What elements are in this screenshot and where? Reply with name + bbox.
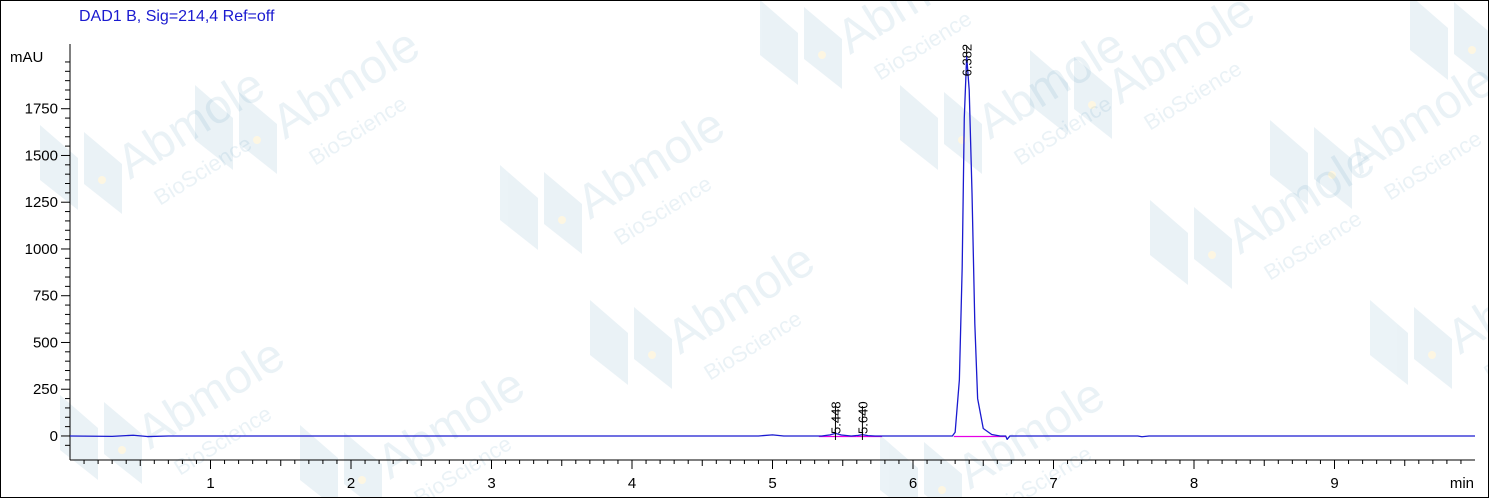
watermark-logo-shape (1074, 57, 1112, 139)
watermark-logo-shape (900, 85, 938, 170)
peak-rt-label: 5.640 (855, 401, 870, 434)
peak-labels: 5.448 5.640 6.382 (828, 44, 975, 440)
watermark-dot (98, 176, 106, 184)
watermark-logo-shape (84, 132, 122, 214)
watermark-dot (1328, 171, 1336, 179)
peak-rt-label: 6.382 (960, 44, 975, 77)
watermark-logo-shape (1194, 207, 1232, 289)
watermark-dot (648, 351, 656, 359)
x-tick-label: 6 (909, 475, 917, 492)
watermark-logo-shape (1370, 300, 1408, 385)
y-tick-label: 1000 (25, 241, 58, 258)
y-tick-label: 1750 (25, 101, 58, 118)
watermark-dot (558, 216, 566, 224)
y-tick-label: 500 (33, 334, 58, 351)
x-tick-label: 4 (628, 475, 636, 492)
watermark-logo-shape (880, 435, 918, 503)
y-tick-label: 0 (50, 428, 58, 445)
watermark-logo-shape (1150, 200, 1188, 285)
y-axis-label: mAU (10, 49, 43, 66)
watermark-logo-shape (944, 92, 982, 174)
watermark-logo-shape (924, 442, 962, 503)
watermark-logo-shape (40, 125, 78, 210)
watermark-logo-shape (500, 165, 538, 250)
watermark-dot (1468, 46, 1476, 54)
x-tick-label: 3 (487, 475, 495, 492)
data-layer (69, 55, 1475, 440)
watermark-logo-shape (1454, 2, 1489, 82)
watermark-logo-shape (300, 425, 338, 503)
watermark-logo-shape (1030, 50, 1068, 135)
watermark-logo-shape (1410, 0, 1448, 80)
x-tick-label: 1 (206, 475, 214, 492)
x-tick-label: 7 (1049, 475, 1057, 492)
watermark-dot (118, 446, 126, 454)
y-tick-label: 750 (33, 288, 58, 305)
y-tick-label: 1250 (25, 194, 58, 211)
signal-trace (69, 55, 1475, 440)
watermark-logo-shape (344, 432, 382, 503)
x-tick-label: 8 (1190, 475, 1198, 492)
peak-rt-label: 5.448 (828, 401, 843, 434)
watermark-dot (938, 486, 946, 494)
watermark-logo-shape (544, 172, 582, 254)
watermark-dot (818, 51, 826, 59)
watermark-dot (1088, 101, 1096, 109)
axes: mAU 0 250 500 750 1000 1250 1500 1750 1 2 3 4 5 6 7 8 9 mi… (10, 44, 1475, 492)
x-axis-label: min (1450, 475, 1474, 492)
watermark-logo-shape (760, 0, 798, 85)
watermark-dot (358, 476, 366, 484)
watermark-logo-shape (804, 7, 842, 89)
watermark-logo-shape (1314, 127, 1352, 209)
x-tick-label: 2 (347, 475, 355, 492)
watermark-dot (1428, 351, 1436, 359)
watermark-logo-shape (634, 307, 672, 389)
watermark-dot (253, 136, 261, 144)
watermark-logo-shape (239, 92, 277, 174)
x-tick-label: 5 (768, 475, 776, 492)
watermark-dot (958, 136, 966, 144)
x-tick-label: 9 (1330, 475, 1338, 492)
watermark-logo-shape (195, 85, 233, 170)
watermark-logo-shape (590, 300, 628, 385)
watermark-logo-shape (1270, 120, 1308, 205)
watermark-logo-shape (104, 402, 142, 484)
signal-title: DAD1 B, Sig=214,4 Ref=off (79, 8, 275, 25)
y-tick-label: 1500 (25, 147, 58, 164)
watermark-logo-shape (1414, 307, 1452, 389)
watermark-dot (1208, 251, 1216, 259)
y-tick-label: 250 (33, 381, 58, 398)
